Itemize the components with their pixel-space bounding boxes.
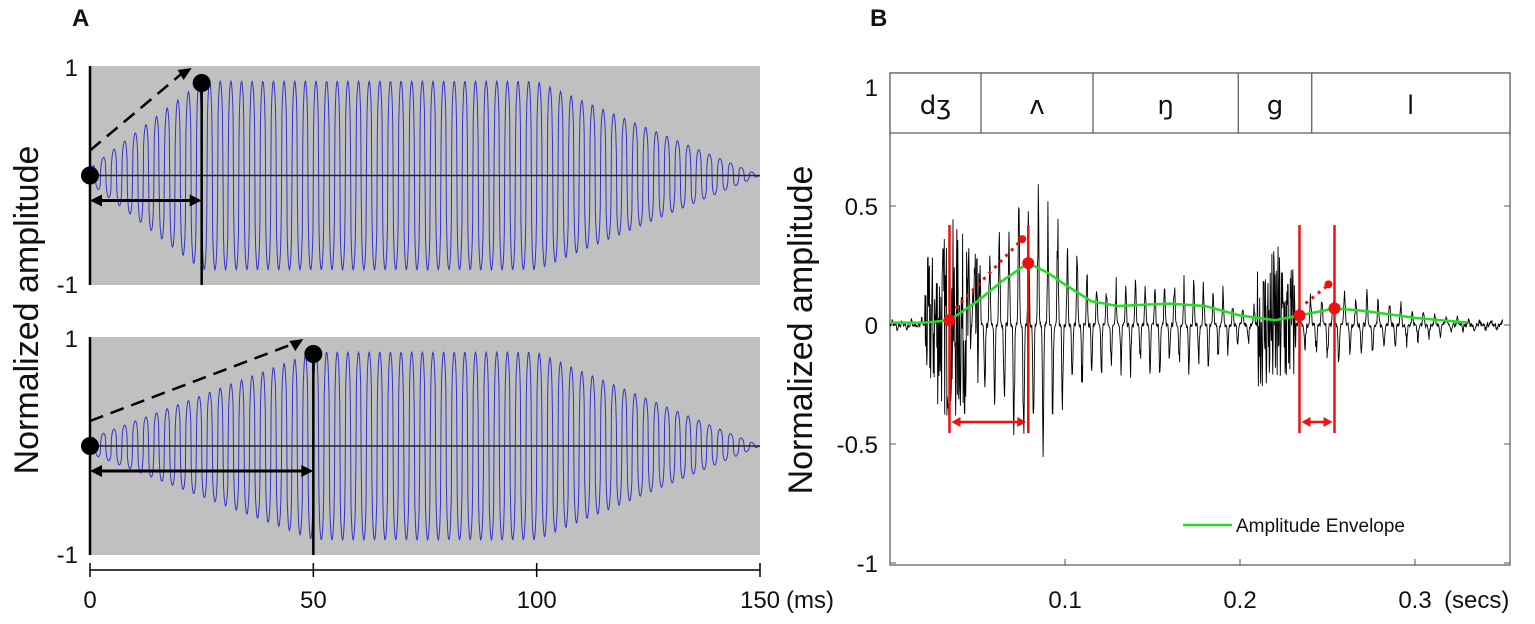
onset-marker bbox=[81, 166, 99, 185]
phoneme-label: l bbox=[1407, 91, 1414, 121]
arrow-heads bbox=[951, 417, 1027, 427]
arrow-head bbox=[177, 68, 192, 80]
peak-marker bbox=[304, 345, 323, 363]
onset-marker bbox=[81, 437, 99, 455]
arrow-heads bbox=[90, 194, 202, 207]
x-unit-label: (secs) bbox=[1444, 587, 1509, 614]
panel-a-label: A bbox=[72, 5, 89, 32]
ytick-label: 1 bbox=[65, 55, 78, 82]
peak-marker bbox=[1022, 257, 1035, 270]
ytick-label: 0 bbox=[865, 313, 878, 340]
phoneme-label: ʌ bbox=[1029, 91, 1044, 121]
legend-label: Amplitude Envelope bbox=[1236, 516, 1405, 537]
x-unit-label: (ms) bbox=[786, 587, 834, 614]
ytick-label: -1 bbox=[57, 542, 78, 569]
peak-marker bbox=[1328, 302, 1341, 315]
xtick-label: 0.1 bbox=[1048, 587, 1081, 614]
arrow-heads bbox=[1301, 417, 1333, 427]
arrow-head bbox=[1324, 280, 1333, 289]
onset-marker bbox=[1293, 309, 1306, 322]
rise-slope-dashed-arrow bbox=[89, 341, 296, 423]
ytick-label: -1 bbox=[857, 551, 878, 578]
phoneme-label: ŋ bbox=[1157, 91, 1173, 121]
plot-frame bbox=[889, 72, 1511, 566]
arrow-head bbox=[289, 339, 304, 351]
rise-slope-dashed-arrow bbox=[89, 71, 185, 152]
phoneme-label: dʒ bbox=[920, 91, 952, 121]
arrow-head bbox=[1018, 235, 1027, 244]
ytick-label: -1 bbox=[57, 272, 78, 299]
xtick-label: 0 bbox=[83, 587, 96, 614]
xtick-label: 0.3 bbox=[1398, 587, 1431, 614]
panel-b-ylabel: Normalized amplitude bbox=[782, 166, 820, 495]
xtick-label: 100 bbox=[517, 587, 557, 614]
speech-waveform bbox=[889, 184, 1503, 458]
panel-a-ylabel: Normalized amplitude bbox=[8, 146, 46, 475]
ytick-label: 0.5 bbox=[845, 194, 878, 221]
phoneme-label: g bbox=[1267, 91, 1284, 121]
ytick-label: 1 bbox=[865, 75, 878, 102]
xtick-label: 0.2 bbox=[1223, 587, 1256, 614]
ytick-label: -0.5 bbox=[837, 432, 878, 459]
waveform-line bbox=[89, 350, 760, 542]
ytick-label: 1 bbox=[65, 326, 78, 353]
onset-marker bbox=[943, 314, 956, 327]
phoneme-bar bbox=[889, 72, 1511, 134]
peak-marker bbox=[192, 74, 211, 92]
xtick-label: 150 bbox=[740, 587, 780, 614]
xtick-label: 50 bbox=[300, 587, 327, 614]
panel-b-label: B bbox=[870, 5, 887, 32]
